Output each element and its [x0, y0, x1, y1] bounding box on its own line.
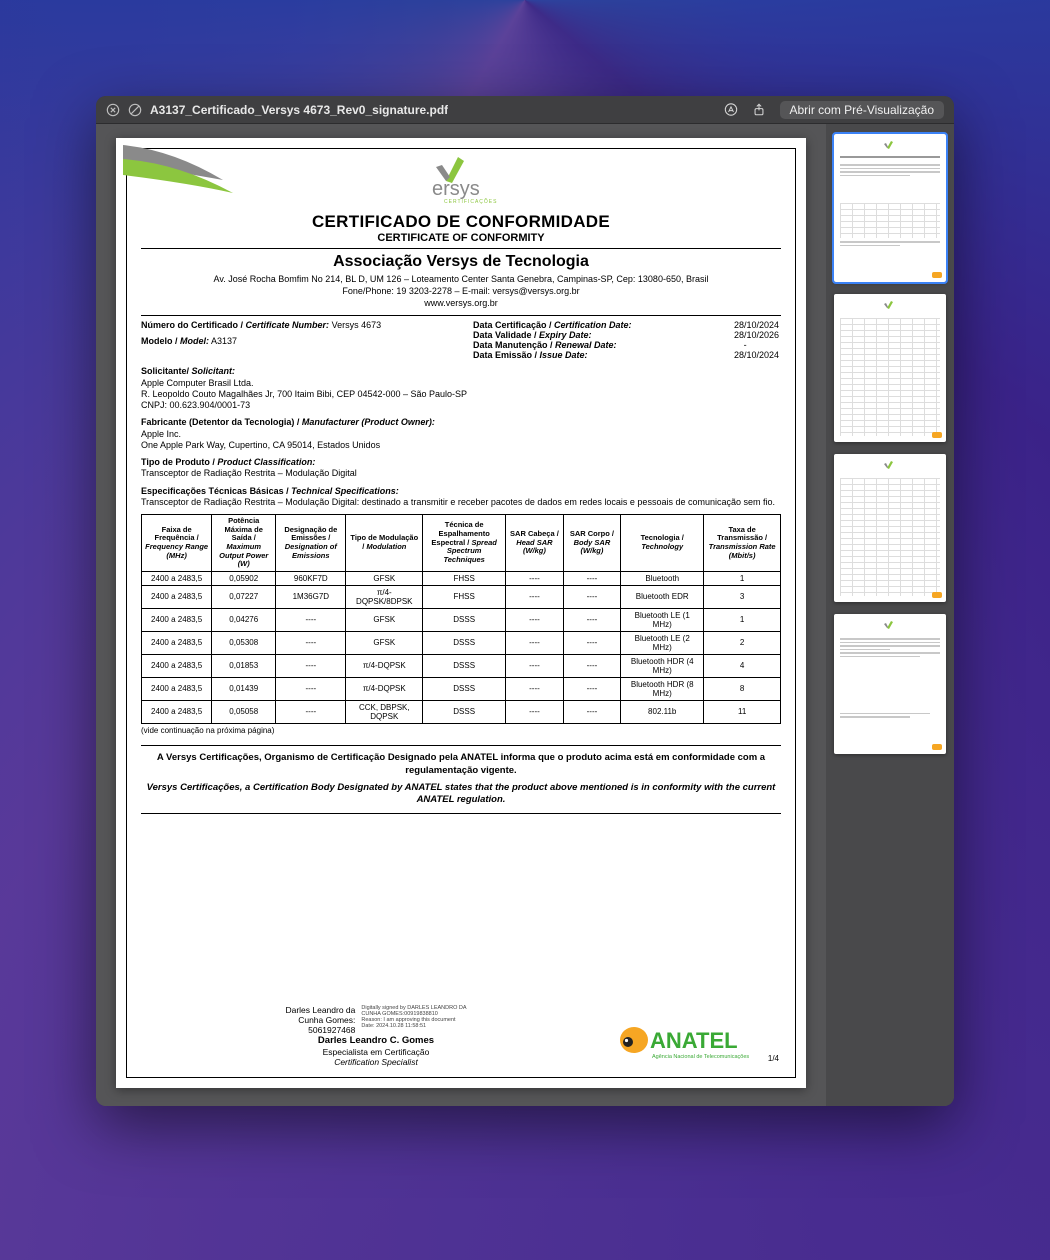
window-title: A3137_Certificado_Versys 4673_Rev0_signa…: [150, 103, 448, 117]
page-indicator: 1/4: [768, 1054, 779, 1063]
tech-spec-block: Especificações Técnicas Básicas / Techni…: [141, 486, 781, 509]
close-icon[interactable]: [106, 103, 120, 117]
thumbnail-2[interactable]: [834, 294, 946, 442]
conformity-statement: A Versys Certificações, Organismo de Cer…: [141, 745, 781, 814]
preview-window: A3137_Certificado_Versys 4673_Rev0_signa…: [96, 96, 954, 1106]
certificate-title-en: CERTIFICATE OF CONFORMITY: [141, 232, 781, 244]
page-viewport[interactable]: ersys CERTIFICAÇÕES CERTIFICADO DE CONFO…: [96, 124, 826, 1106]
signature-area: Darles Leandro da Cunha Gomes: 506192746…: [141, 1005, 781, 1067]
address: Av. José Rocha Bomfim No 214, BL D, UM 1…: [141, 273, 781, 309]
solicitant-block: Solicitante/ Solicitant: Apple Computer …: [141, 366, 781, 411]
thumbnail-3[interactable]: [834, 454, 946, 602]
pdf-page: ersys CERTIFICAÇÕES CERTIFICADO DE CONFO…: [116, 138, 806, 1088]
open-with-preview-button[interactable]: Abrir com Pré-Visualização: [780, 101, 945, 119]
cert-info-row: Número do Certificado / Certificate Numb…: [141, 320, 781, 360]
manufacturer-block: Fabricante (Detentor da Tecnologia) / Ma…: [141, 417, 781, 451]
share-icon[interactable]: [752, 103, 766, 117]
svg-text:Agência Nacional de Telecomuni: Agência Nacional de Telecomunicações: [652, 1054, 749, 1060]
thumbnail-sidebar[interactable]: [826, 124, 954, 1106]
certificate-title-pt: CERTIFICADO DE CONFORMIDADE: [141, 212, 781, 232]
anatel-logo: ANATEL Agência Nacional de Telecomunicaç…: [611, 1018, 781, 1067]
content-area: ersys CERTIFICAÇÕES CERTIFICADO DE CONFO…: [96, 124, 954, 1106]
continuation-note: (vide continuação na próxima página): [141, 726, 781, 735]
svg-text:ersys: ersys: [432, 178, 480, 200]
association-name: Associação Versys de Tecnologia: [141, 253, 781, 271]
spec-table: Faixa de Frequência / Frequency Range (M…: [141, 514, 781, 724]
markup-icon[interactable]: [724, 103, 738, 117]
svg-text:ANATEL: ANATEL: [650, 1028, 738, 1053]
thumbnail-4[interactable]: [834, 614, 946, 754]
corner-decoration: [123, 145, 253, 205]
thumbnail-1[interactable]: [834, 134, 946, 282]
titlebar[interactable]: A3137_Certificado_Versys 4673_Rev0_signa…: [96, 96, 954, 124]
block-icon[interactable]: [128, 103, 142, 117]
product-type-block: Tipo de Produto / Product Classification…: [141, 457, 781, 480]
svg-text:CERTIFICAÇÕES: CERTIFICAÇÕES: [444, 198, 497, 205]
